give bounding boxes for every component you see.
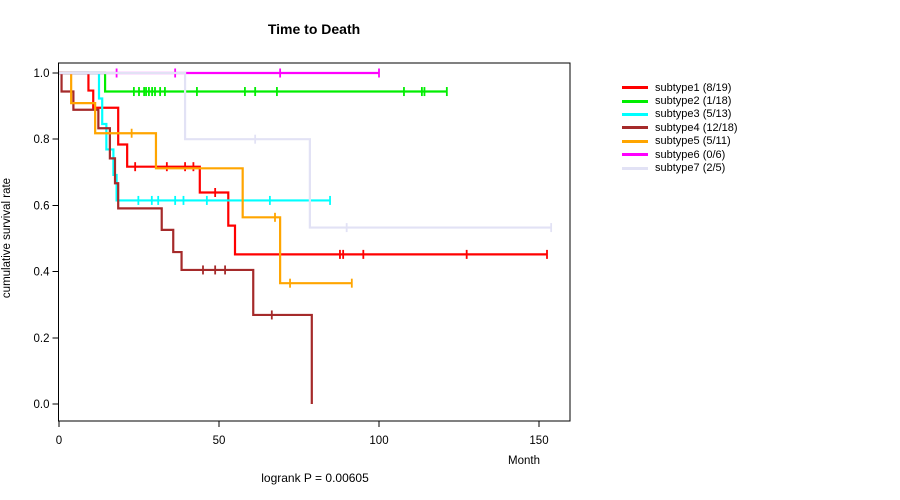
x-axis-ticks: 0 50 100 150 [56, 421, 549, 447]
x-tick-label: 150 [529, 435, 548, 447]
legend-swatch-subtype2 [622, 99, 648, 103]
series-subtype5 [59, 71, 353, 288]
legend-item-subtype6: subtype6 (0/6) [622, 148, 738, 161]
legend-label-subtype4: subtype4 (12/18) [655, 121, 738, 134]
y-tick-label: 1.0 [34, 68, 50, 80]
legend-swatch-subtype1 [622, 86, 648, 90]
y-tick-label: 0.0 [34, 399, 50, 411]
legend-label-subtype5: subtype5 (5/11) [655, 135, 731, 148]
legend-item-subtype4: subtype4 (12/18) [622, 121, 738, 134]
legend-label-subtype3: subtype3 (5/13) [655, 108, 732, 121]
y-axis-ticks: 0.0 0.2 0.4 0.6 0.8 1.0 [34, 68, 59, 411]
y-tick-label: 0.6 [34, 200, 50, 212]
survival-curve-subtype7 [59, 71, 552, 229]
y-tick-label: 0.2 [34, 333, 50, 345]
survival-curve-subtype1 [59, 71, 547, 256]
legend-item-subtype5: subtype5 (5/11) [622, 135, 738, 148]
legend-item-subtype7: subtype7 (2/5) [622, 161, 738, 174]
axes [58, 62, 571, 422]
chart-title: Time to Death [267, 21, 361, 37]
legend-swatch-subtype5 [622, 139, 648, 143]
legend: subtype1 (8/19) subtype2 (1/18) subtype3 (… [622, 81, 738, 175]
series-subtype1 [59, 71, 548, 259]
legend-item-subtype1: subtype1 (8/19) [622, 81, 738, 94]
x-tick-label: 100 [369, 435, 388, 447]
legend-item-subtype3: subtype3 (5/13) [622, 108, 738, 121]
legend-label-subtype7: subtype7 (2/5) [655, 162, 726, 175]
legend-swatch-subtype7 [622, 166, 648, 170]
survival-curve-subtype5 [59, 71, 352, 285]
series-subtype3 [59, 71, 331, 205]
legend-label-subtype2: subtype2 (1/18) [655, 95, 732, 108]
legend-item-subtype2: subtype2 (1/18) [622, 94, 738, 107]
series-subtype7 [59, 71, 553, 233]
y-tick-label: 0.4 [34, 267, 51, 279]
legend-swatch-subtype3 [622, 112, 648, 116]
legend-label-subtype1: subtype1 (8/19) [655, 81, 732, 94]
logrank-pvalue-text: logrank P = 0.00605 [261, 471, 369, 485]
y-axis-title: cumulative survival rate [1, 177, 13, 299]
x-tick-label: 50 [213, 435, 226, 447]
x-tick-label: 0 [56, 435, 62, 447]
survival-curve-subtype3 [59, 71, 331, 202]
legend-swatch-subtype6 [622, 153, 648, 157]
plot-box [58, 62, 571, 422]
x-axis-title: Month [508, 455, 540, 467]
legend-swatch-subtype4 [622, 126, 648, 130]
legend-label-subtype6: subtype6 (0/6) [655, 148, 726, 161]
y-tick-label: 0.8 [34, 134, 50, 146]
